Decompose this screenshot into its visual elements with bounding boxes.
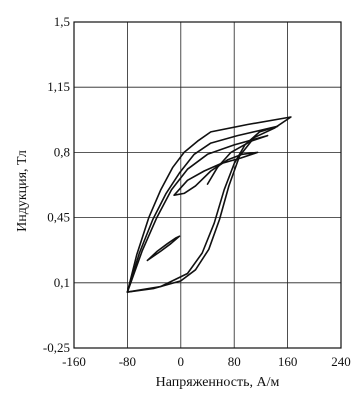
hysteresis-loop-2	[126, 125, 279, 293]
x-tick-label: 160	[278, 354, 298, 369]
x-tick-label: 0	[178, 354, 185, 369]
hysteresis-loop-5	[146, 235, 181, 262]
y-tick-label: 0,45	[47, 210, 70, 225]
x-tick-labels: -160 -80 0 80 160 240	[62, 354, 351, 369]
hysteresis-loop-1	[126, 116, 292, 293]
x-tick-label: 80	[228, 354, 241, 369]
y-tick-label: 0,8	[54, 144, 70, 159]
hysteresis-loop-4	[173, 151, 259, 196]
x-axis-label: Напряженность, А/м	[156, 375, 280, 390]
plot-frame	[73, 21, 342, 349]
x-tick-label: -80	[119, 354, 136, 369]
x-tick-label: 240	[331, 354, 351, 369]
y-tick-label: 1,15	[47, 79, 70, 94]
grid	[74, 22, 341, 348]
y-tick-label: 0,1	[54, 275, 70, 290]
y-tick-labels: -0,25 0,1 0,45 0,8 1,15 1,5	[43, 14, 70, 355]
hysteresis-curves	[126, 116, 292, 293]
x-tick-label: -160	[62, 354, 86, 369]
y-tick-label: 1,5	[54, 14, 70, 29]
hysteresis-loop-3	[126, 134, 269, 293]
y-axis-label: Индукция, Тл	[15, 150, 30, 232]
y-tick-label: -0,25	[43, 340, 70, 355]
